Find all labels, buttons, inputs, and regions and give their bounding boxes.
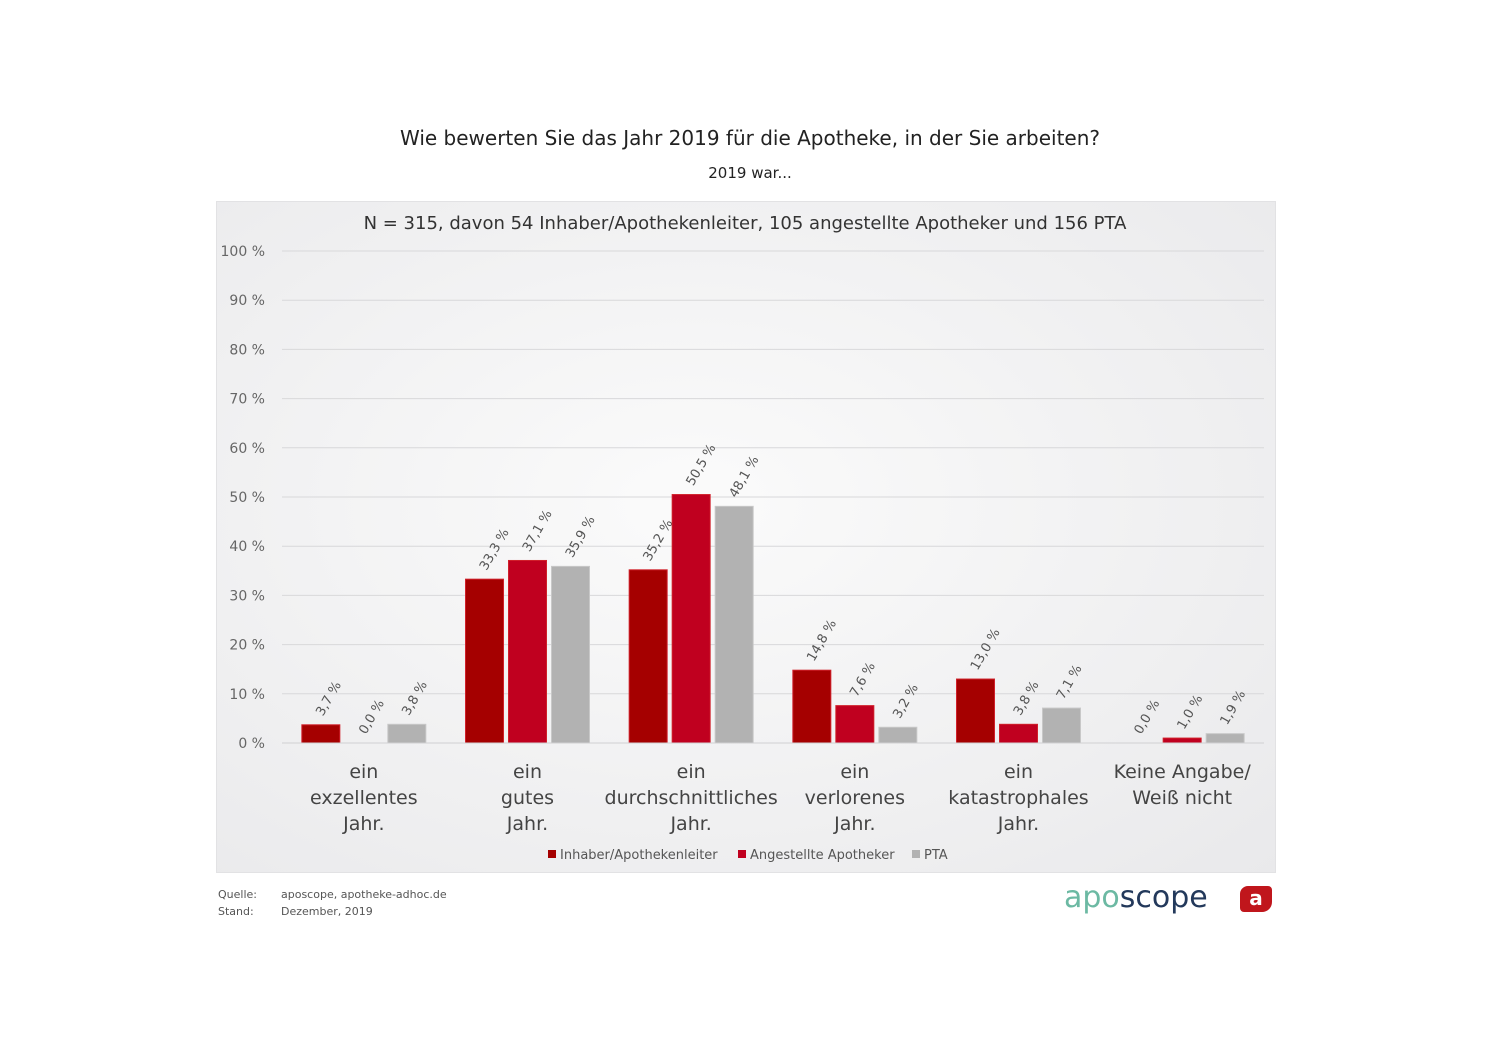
sample-size-annotation: N = 315, davon 54 Inhaber/Apothekenleite…	[364, 213, 1128, 234]
data-label: 3,2 %	[890, 682, 922, 722]
x-category-label: katastrophales	[948, 787, 1088, 809]
source-label: Quelle:	[218, 888, 257, 901]
y-tick-label: 100 %	[221, 244, 265, 260]
bar-pta	[1205, 733, 1245, 744]
x-category-label: ein	[349, 761, 378, 783]
x-category-label: ein	[677, 761, 706, 783]
y-tick-label: 30 %	[229, 588, 265, 604]
data-label: 13,0 %	[968, 626, 1004, 673]
bar-pta	[878, 726, 918, 744]
data-label: 35,9 %	[563, 514, 599, 561]
data-label: 0,0 %	[356, 697, 388, 737]
x-category-label: Jahr.	[833, 813, 875, 835]
bar-angestellte-apotheker	[1162, 737, 1202, 744]
date-label: Stand:	[218, 905, 254, 918]
y-tick-label: 0 %	[238, 736, 265, 752]
source-text: aposcope, apotheke-adhoc.de	[281, 888, 447, 901]
y-tick-label: 50 %	[229, 490, 265, 506]
logo-part-apo: apo	[1064, 880, 1120, 915]
y-tick-label: 10 %	[229, 687, 265, 703]
x-category-label: ein	[1004, 761, 1033, 783]
x-category-label: Jahr.	[506, 813, 548, 835]
data-label: 3,7 %	[313, 679, 345, 719]
bar-inhaber-apothekenleiter	[956, 678, 995, 744]
data-label: 14,8 %	[804, 617, 840, 664]
bar-inhaber-apothekenleiter	[792, 669, 832, 744]
date-text: Dezember, 2019	[281, 905, 373, 918]
legend-swatch	[912, 850, 920, 858]
bar-angestellte-apotheker	[671, 494, 711, 744]
x-category-label: exzellentes	[310, 787, 418, 809]
y-tick-label: 60 %	[229, 441, 265, 457]
x-category-label: gutes	[501, 787, 554, 809]
x-category-label: ein	[513, 761, 542, 783]
bar-angestellte-apotheker	[508, 559, 547, 744]
bar-angestellte-apotheker	[835, 705, 875, 744]
y-tick-label: 80 %	[229, 342, 265, 358]
bar-inhaber-apothekenleiter	[301, 724, 341, 744]
adhoc-logo-badge: a	[1240, 886, 1272, 912]
bar-pta	[1042, 707, 1081, 744]
chart-subtitle: 2019 war...	[708, 164, 792, 182]
data-label: 7,1 %	[1054, 662, 1086, 702]
data-label: 1,0 %	[1175, 692, 1207, 732]
data-label: 37,1 %	[520, 508, 556, 555]
legend-swatch	[548, 850, 556, 858]
data-label: 48,1 %	[727, 453, 763, 500]
x-category-label: ein	[840, 761, 869, 783]
bar-pta	[387, 723, 427, 744]
legend-label: Angestellte Apotheker	[750, 848, 895, 863]
x-category-label: Jahr.	[669, 813, 711, 835]
y-tick-label: 20 %	[229, 638, 265, 654]
x-category-label: Jahr.	[997, 813, 1039, 835]
data-label: 50,5 %	[684, 442, 720, 489]
x-category-label: Keine Angabe/	[1114, 761, 1252, 783]
data-label: 33,3 %	[477, 526, 513, 573]
aposcope-logo: aposcope	[1064, 880, 1208, 915]
data-label: 3,8 %	[1011, 679, 1043, 719]
bar-inhaber-apothekenleiter	[628, 569, 668, 744]
legend-swatch	[738, 850, 746, 858]
x-category-label: verlorenes	[805, 787, 905, 809]
x-category-label: Jahr.	[342, 813, 384, 835]
bar-inhaber-apothekenleiter	[465, 578, 504, 744]
bar-angestellte-apotheker	[999, 723, 1038, 744]
x-category-label: durchschnittliches	[605, 787, 778, 809]
data-label: 0,0 %	[1132, 697, 1164, 737]
data-label: 35,2 %	[641, 517, 677, 564]
y-tick-label: 90 %	[229, 293, 265, 309]
legend-label: PTA	[924, 848, 948, 863]
bar-pta	[714, 505, 754, 744]
y-tick-label: 70 %	[229, 392, 265, 408]
bar-pta	[551, 565, 590, 744]
y-tick-label: 40 %	[229, 539, 265, 555]
x-category-label: Weiß nicht	[1132, 787, 1232, 809]
logo-part-scope: scope	[1119, 880, 1208, 915]
chart-title: Wie bewerten Sie das Jahr 2019 für die A…	[399, 126, 1101, 150]
legend-label: Inhaber/Apothekenleiter	[560, 848, 718, 863]
data-label: 3,8 %	[399, 679, 431, 719]
